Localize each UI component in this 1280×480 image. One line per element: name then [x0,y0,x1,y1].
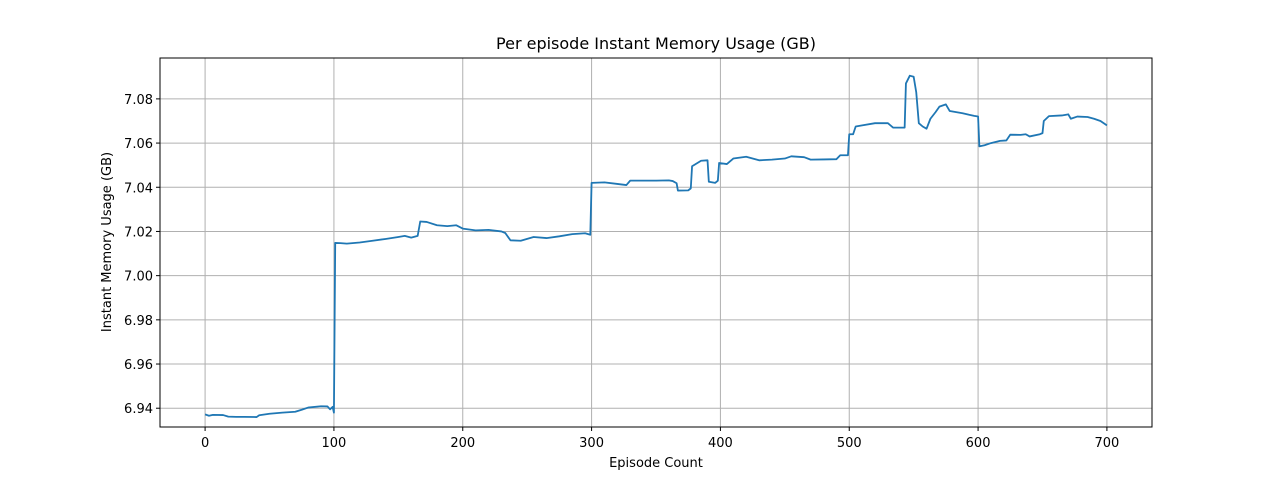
y-axis-label: Instant Memory Usage (GB) [100,152,115,332]
y-tick-label: 7.00 [124,270,153,285]
x-tick-label: 600 [966,436,991,451]
plot-frame [159,57,1153,428]
x-tick-label: 100 [322,436,347,451]
x-tick-label: 200 [450,436,475,451]
x-tick-label: 300 [579,436,604,451]
x-axis-label: Episode Count [609,456,703,471]
y-tick-label: 6.94 [124,402,153,417]
y-tick-label: 7.04 [124,181,153,196]
y-tick-label: 6.98 [124,314,153,329]
grid-lines [160,58,1152,427]
memory-usage-line [204,74,1108,418]
y-axis: 6.94 6.96 6.98 7.00 7.02 7.04 7.06 7.08 [124,93,160,417]
y-tick-label: 6.96 [124,358,153,373]
y-tick-label: 7.02 [124,225,153,240]
x-tick-label: 500 [837,436,862,451]
x-tick-label: 400 [708,436,733,451]
y-tick-label: 7.08 [124,93,153,108]
x-axis: 0 100 200 300 400 500 600 700 [201,427,1119,451]
series-group [204,74,1108,418]
x-tick-label: 700 [1094,436,1119,451]
x-tick-label: 0 [201,436,209,451]
chart-title: Per episode Instant Memory Usage (GB) [496,34,816,53]
y-tick-label: 7.06 [124,137,153,152]
